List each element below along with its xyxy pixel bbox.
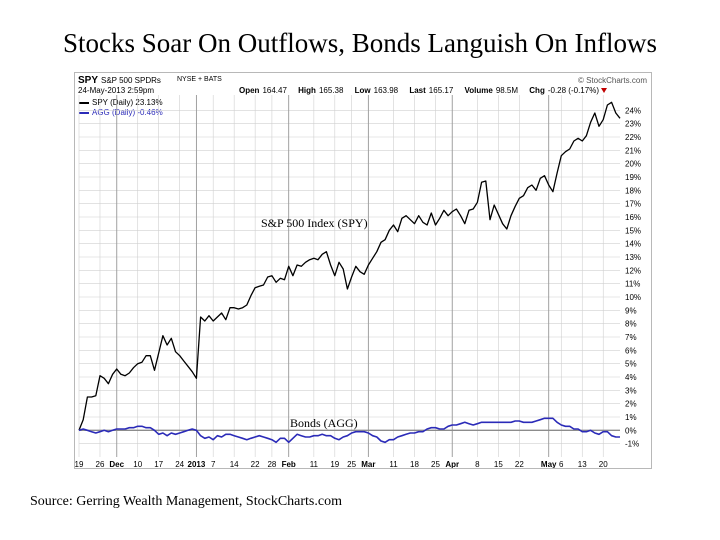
- y-tick-label: 15%: [625, 226, 641, 235]
- y-tick-label: 1%: [625, 413, 637, 422]
- y-tick-label: 5%: [625, 360, 637, 369]
- x-tick-label: 11: [389, 460, 398, 468]
- x-tick-label: 8: [475, 460, 480, 468]
- quote-open-label: Open: [239, 86, 260, 95]
- y-tick-label: 21%: [625, 146, 641, 155]
- y-tick-label: 9%: [625, 306, 637, 315]
- x-tick-label: 20: [599, 460, 608, 468]
- x-tick-label: 24: [175, 460, 184, 468]
- chart-plot-svg: -1% 0% 1% 2% 3% 4% 5% 6% 7% 8% 9% 10% 11% 12% 13% 14% 15…: [75, 95, 641, 468]
- quote-last-value: 165.17: [428, 86, 454, 95]
- x-tick-label: 2013: [188, 460, 206, 468]
- y-tick-label: 0%: [625, 426, 637, 435]
- y-tick-label: 16%: [625, 213, 641, 222]
- y-tick-label: 24%: [625, 106, 641, 115]
- y-tick-label: 23%: [625, 120, 641, 129]
- x-tick-label: 11: [310, 460, 319, 468]
- y-tick-label: 3%: [625, 386, 637, 395]
- x-tick-label: 25: [431, 460, 440, 468]
- legend-swatch-agg: [79, 111, 89, 114]
- x-tick-label: Apr: [445, 460, 459, 468]
- y-tick-label: 13%: [625, 253, 641, 262]
- agg-line: [78, 417, 620, 444]
- x-tick-label: Feb: [282, 460, 296, 468]
- legend-item-spy: SPY (Daily) 23.13%: [79, 98, 163, 108]
- legend-label-agg: AGG (Daily) -0.46%: [92, 108, 163, 117]
- y-tick-label: 2%: [625, 400, 637, 409]
- x-tick-labels: 19 26 Dec 10 17 24 2013 7 14 22 28 Feb 11 19 25 Mar 11 18…: [75, 460, 608, 468]
- quote-line: Open 164.47 High 165.38 Low 163.98 Last 165.…: [239, 86, 607, 95]
- chart-description: S&P 500 SPDRs: [101, 76, 161, 85]
- x-tick-label: 10: [133, 460, 142, 468]
- quote-high-label: High: [298, 86, 316, 95]
- x-tick-label: Dec: [109, 460, 124, 468]
- y-tick-label: 6%: [625, 346, 637, 355]
- x-tick-label: May: [541, 460, 557, 468]
- chart-exchange: NYSE + BATS: [177, 76, 222, 83]
- x-tick-label: 22: [251, 460, 260, 468]
- down-arrow-icon: [600, 88, 607, 94]
- y-tick-label: 19%: [625, 173, 641, 182]
- grid-layer: [78, 95, 620, 457]
- x-tick-label: 6: [559, 460, 564, 468]
- x-tick-label: 26: [96, 460, 105, 468]
- y-tick-label: 11%: [625, 280, 640, 289]
- y-tick-labels: -1% 0% 1% 2% 3% 4% 5% 6% 7% 8% 9% 10% 11% 12% 13% 14% 15…: [625, 106, 641, 448]
- x-tick-label: 22: [515, 460, 524, 468]
- x-tick-label: 28: [267, 460, 276, 468]
- quote-volume-label: Volume: [464, 86, 493, 95]
- quote-open-value: 164.47: [262, 86, 287, 95]
- slide-title: Stocks Soar On Outflows, Bonds Languish …: [63, 28, 657, 58]
- x-tick-label: 7: [211, 460, 216, 468]
- x-tick-label: 15: [494, 460, 503, 468]
- series-layer: [78, 101, 621, 444]
- x-tick-label: 19: [330, 460, 339, 468]
- y-tick-label: 12%: [625, 266, 641, 275]
- x-tick-label: 18: [410, 460, 419, 468]
- y-tick-label: 22%: [625, 133, 641, 142]
- y-tick-label: 14%: [625, 240, 641, 249]
- x-tick-label: Mar: [361, 460, 375, 468]
- y-tick-label: 10%: [625, 293, 641, 302]
- y-tick-label: -1%: [625, 440, 639, 449]
- quote-low-value: 163.98: [373, 86, 399, 95]
- chart-frame: SPY S&P 500 SPDRs NYSE + BATS © StockCha…: [74, 72, 652, 469]
- x-tick-label: 25: [347, 460, 356, 468]
- quote-volume-value: 98.5M: [495, 86, 519, 95]
- y-tick-label: 4%: [625, 373, 637, 382]
- y-tick-label: 17%: [625, 200, 641, 209]
- x-tick-label: 17: [154, 460, 163, 468]
- quote-low-label: Low: [354, 86, 371, 95]
- quote-high-value: 165.38: [318, 86, 344, 95]
- agg-annotation: Bonds (AGG): [290, 416, 358, 430]
- spy-annotation: S&P 500 Index (SPY): [261, 216, 368, 230]
- quote-last-label: Last: [409, 86, 426, 95]
- x-tick-label: 19: [75, 460, 84, 468]
- legend-label-spy: SPY (Daily) 23.13%: [92, 98, 163, 107]
- chart-date: 24-May-2013 2:59pm: [78, 86, 155, 95]
- legend-item-agg: AGG (Daily) -0.46%: [79, 108, 163, 118]
- source-caption: Source: Gerring Wealth Management, Stock…: [30, 494, 342, 509]
- x-tick-label: 13: [578, 460, 587, 468]
- quote-chg-value: -0.28 (-0.17%): [547, 86, 599, 95]
- x-tick-label: 14: [230, 460, 239, 468]
- legend-swatch-spy: [79, 101, 89, 104]
- annotation-layer: S&P 500 Index (SPY) Bonds (AGG): [261, 216, 368, 430]
- chart-legend: SPY (Daily) 23.13% AGG (Daily) -0.46%: [79, 98, 163, 118]
- stockcharts-brand: © StockCharts.com: [577, 76, 647, 85]
- quote-chg-label: Chg: [529, 86, 545, 95]
- y-tick-label: 18%: [625, 186, 641, 195]
- y-tick-label: 8%: [625, 320, 637, 329]
- y-tick-label: 20%: [625, 160, 641, 169]
- y-tick-label: 7%: [625, 333, 637, 342]
- spy-line: [78, 101, 621, 431]
- chart-symbol: SPY: [78, 75, 99, 86]
